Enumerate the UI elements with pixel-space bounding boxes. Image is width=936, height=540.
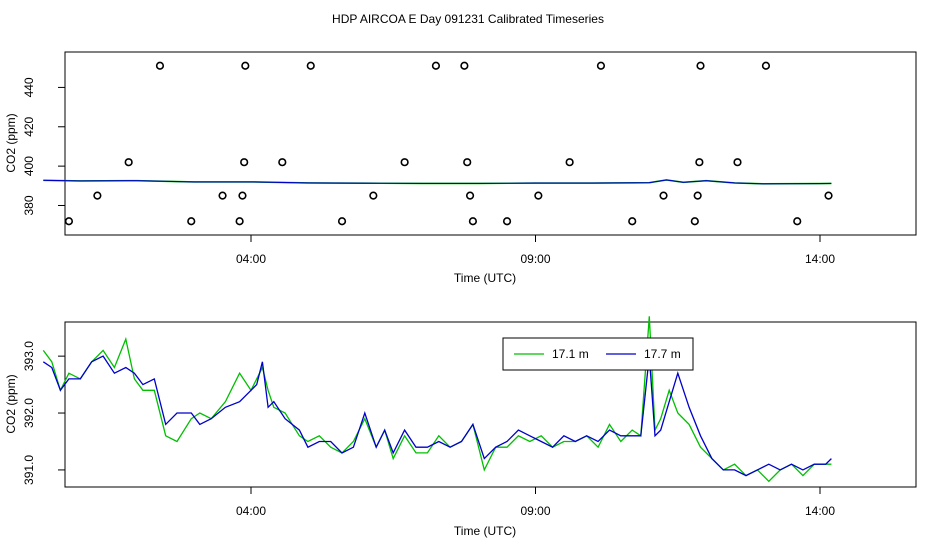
top-marker-3 — [155, 61, 165, 70]
bottom-x-axis-label: Time (UTC) — [454, 524, 516, 538]
top-x-tick-label-0: 04:00 — [236, 252, 266, 266]
top-marker-26 — [690, 217, 699, 226]
top-plot-frame — [64, 51, 917, 236]
top-marker-23 — [596, 61, 606, 70]
top-marker-4 — [187, 217, 196, 226]
top-marker-19 — [468, 217, 478, 226]
top-marker-32 — [793, 217, 802, 226]
top-y-tick-label-1: 400 — [22, 156, 36, 176]
legend: 17.1 m 17.7 m — [502, 337, 694, 371]
top-marker-31 — [761, 61, 771, 70]
top-x-axis-label: Time (UTC) — [454, 271, 516, 285]
top-series-group — [43, 179, 832, 185]
top-y-axis: 380 400 420 440 — [22, 77, 65, 215]
top-marker-10 — [278, 158, 287, 167]
top-marker-16 — [460, 61, 469, 70]
bottom-panel: 391.0 392.0 393.0 04:00 09:00 14:00 Time (UT… — [4, 316, 917, 538]
top-y-tick-label-2: 420 — [22, 116, 36, 136]
top-marker-0 — [64, 217, 74, 226]
top-marker-1 — [93, 191, 102, 200]
top-marker-18 — [465, 191, 475, 200]
top-marker-27 — [693, 191, 702, 200]
chart-title: HDP AIRCOA E Day 091231 Calibrated Times… — [332, 12, 604, 26]
top-x-tick-label-2: 14:00 — [805, 252, 835, 266]
top-marker-30 — [733, 158, 742, 167]
top-marker-17 — [463, 158, 472, 167]
top-marker-9 — [241, 61, 250, 70]
top-marker-8 — [240, 158, 249, 167]
bottom-x-tick-label-1: 09:00 — [520, 504, 550, 518]
bottom-y-tick-label-2: 393.0 — [22, 341, 36, 371]
top-marker-group — [64, 61, 833, 226]
top-x-axis: 04:00 09:00 14:00 — [236, 235, 835, 266]
top-marker-28 — [695, 158, 704, 167]
bottom-y-axis-label: CO2 (ppm) — [4, 374, 18, 433]
top-marker-24 — [628, 217, 637, 226]
top-marker-13 — [369, 191, 378, 200]
top-marker-21 — [534, 191, 543, 200]
top-marker-15 — [431, 61, 441, 70]
top-marker-29 — [696, 61, 705, 70]
top-marker-25 — [659, 191, 668, 200]
top-marker-6 — [235, 217, 244, 226]
top-marker-14 — [400, 158, 409, 167]
top-marker-12 — [337, 217, 347, 226]
top-marker-22 — [565, 158, 574, 167]
top-series-line-1 — [43, 179, 832, 185]
top-marker-11 — [306, 61, 315, 70]
bottom-y-tick-label-1: 392.0 — [22, 398, 36, 428]
top-y-tick-label-0: 380 — [22, 195, 36, 215]
top-marker-2 — [124, 158, 133, 167]
legend-label-17-1: 17.1 m — [552, 347, 589, 361]
bottom-series-group — [42, 316, 832, 483]
legend-label-17-7: 17.7 m — [644, 347, 681, 361]
bottom-series-line-1 — [42, 355, 832, 477]
top-y-tick-label-3: 440 — [22, 77, 36, 97]
bottom-plot-frame — [64, 321, 917, 488]
top-marker-33 — [824, 191, 833, 200]
bottom-series-line-0 — [42, 316, 832, 483]
top-marker-7 — [238, 191, 247, 200]
bottom-y-axis: 391.0 392.0 393.0 — [22, 341, 65, 485]
top-marker-5 — [218, 191, 227, 200]
top-marker-20 — [502, 217, 512, 226]
bottom-x-tick-label-2: 14:00 — [805, 504, 835, 518]
top-y-axis-label: CO2 (ppm) — [4, 113, 18, 172]
bottom-x-tick-label-0: 04:00 — [236, 504, 266, 518]
top-x-tick-label-1: 09:00 — [520, 252, 550, 266]
bottom-x-axis: 04:00 09:00 14:00 — [236, 487, 835, 518]
bottom-y-tick-label-0: 391.0 — [22, 455, 36, 485]
